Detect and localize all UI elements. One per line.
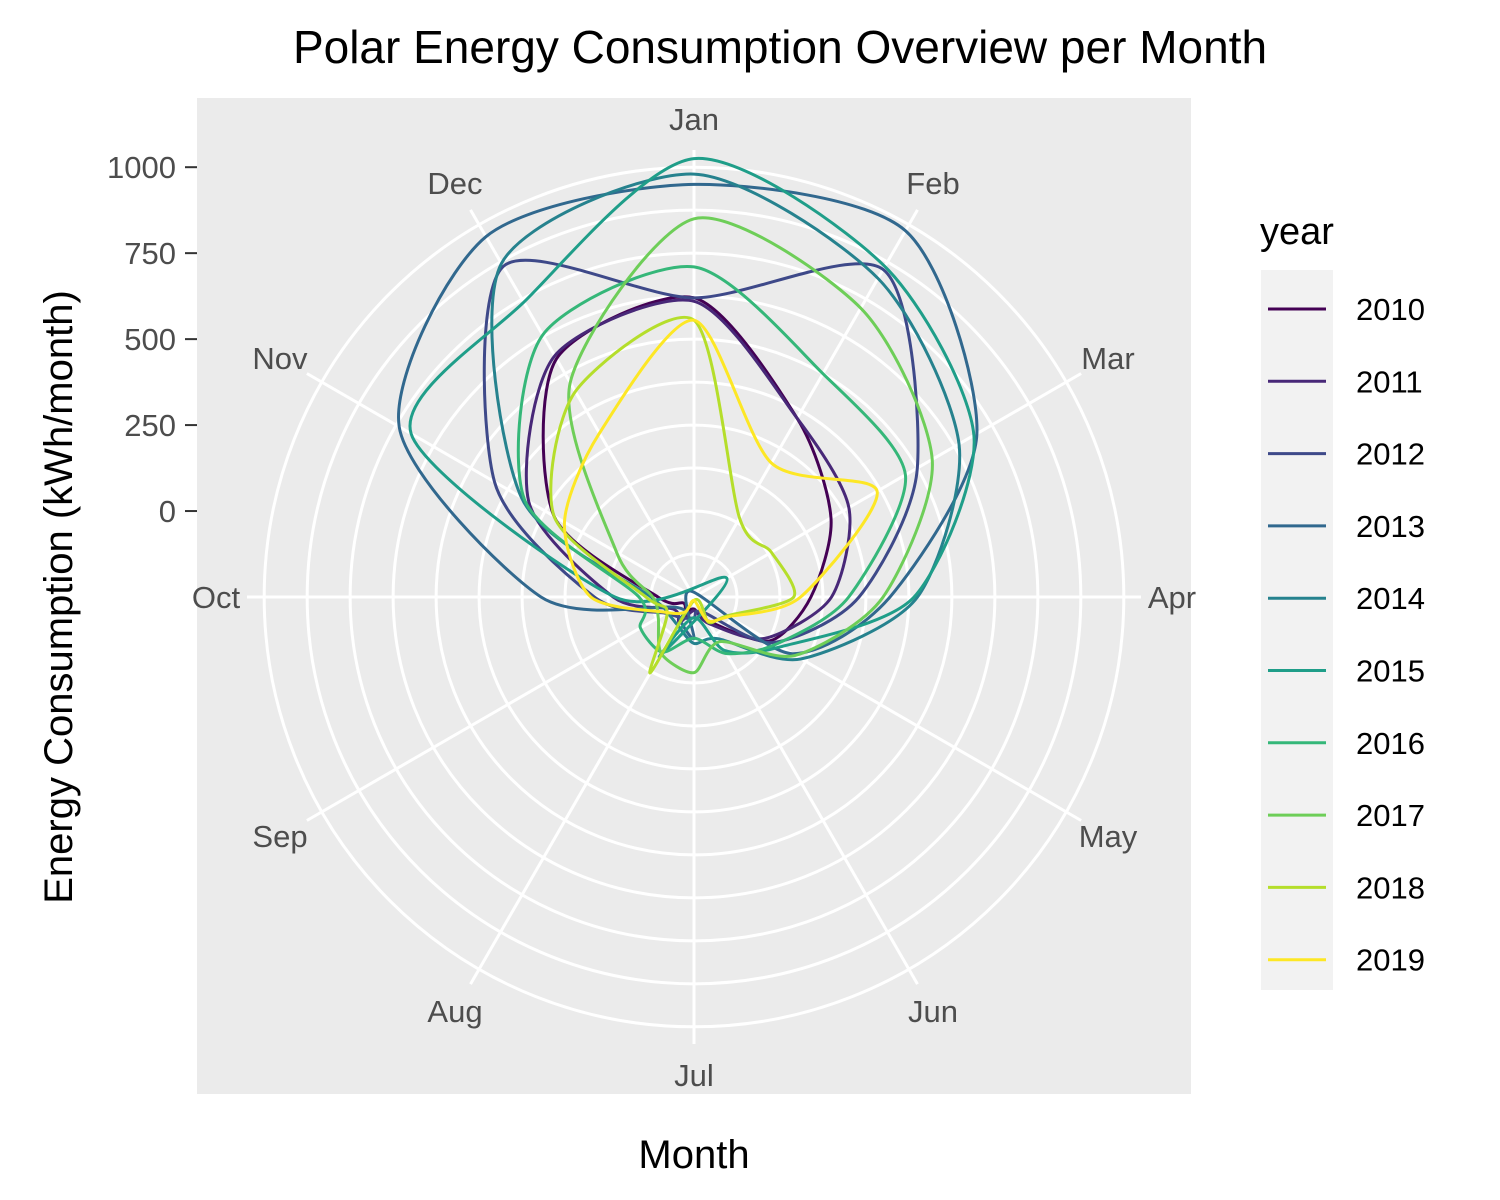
grid-spoke (692, 209, 919, 598)
y-axis: 0 250 500 750 1000 (107, 150, 197, 529)
series-line-2010 (541, 295, 833, 643)
legend-label-2015: 2015 (1356, 654, 1425, 689)
legend-background (1261, 270, 1333, 990)
series-line-2016 (516, 265, 907, 656)
grid-spoke (306, 595, 695, 822)
series-line-2015 (408, 157, 976, 659)
series-line-2017 (567, 216, 934, 675)
y-tick-label: 1000 (107, 150, 176, 185)
y-tick-label: 250 (124, 408, 176, 443)
legend-label-2013: 2013 (1356, 509, 1425, 544)
grid-spoke (693, 372, 1082, 599)
legend: year 2010 2011 2012 2013 2014 2015 2016 2017 201… (1260, 211, 1425, 990)
month-label: Aug (427, 994, 482, 1029)
grid-spoke (469, 209, 696, 598)
month-label: Feb (906, 166, 959, 201)
legend-label-2010: 2010 (1356, 292, 1425, 327)
legend-label-2018: 2018 (1356, 870, 1425, 905)
month-label: Jun (908, 994, 958, 1029)
x-axis-title: Month (638, 1133, 749, 1177)
legend-label-2012: 2012 (1356, 437, 1425, 472)
series-line-2014 (490, 172, 962, 662)
grid-spoke (692, 596, 919, 985)
series-line-2019 (562, 318, 879, 624)
y-axis-title: Energy Consumption (kWh/month) (37, 290, 81, 904)
series-lines (397, 157, 979, 675)
grid-spoke (306, 372, 695, 599)
legend-label-2016: 2016 (1356, 726, 1425, 761)
chart-title: Polar Energy Consumption Overview per Mo… (293, 21, 1267, 73)
month-label: Apr (1148, 580, 1196, 615)
y-tick-label: 500 (124, 322, 176, 357)
y-tick-label: 0 (159, 494, 176, 529)
month-label: Oct (192, 580, 241, 615)
y-tick-label: 750 (124, 236, 176, 271)
grid-spoke (693, 595, 1082, 822)
series-line-2011 (524, 298, 852, 641)
legend-label-2019: 2019 (1356, 943, 1425, 978)
series-line-2018 (549, 316, 797, 675)
month-label: Sep (252, 819, 307, 854)
legend-label-2011: 2011 (1356, 364, 1423, 399)
month-label: Jul (674, 1058, 714, 1093)
month-label: May (1079, 819, 1138, 854)
legend-label-2014: 2014 (1356, 581, 1425, 616)
month-label: Nov (252, 341, 308, 376)
month-label: Dec (427, 166, 482, 201)
month-label: Jan (669, 102, 719, 137)
month-label: Mar (1081, 341, 1134, 376)
legend-label-2017: 2017 (1356, 798, 1425, 833)
month-labels: Jan Feb Mar Apr May Jun Jul Aug Sep Oct Nov Dec (192, 102, 1196, 1093)
legend-title: year (1260, 211, 1334, 253)
polar-grid (247, 150, 1141, 1044)
